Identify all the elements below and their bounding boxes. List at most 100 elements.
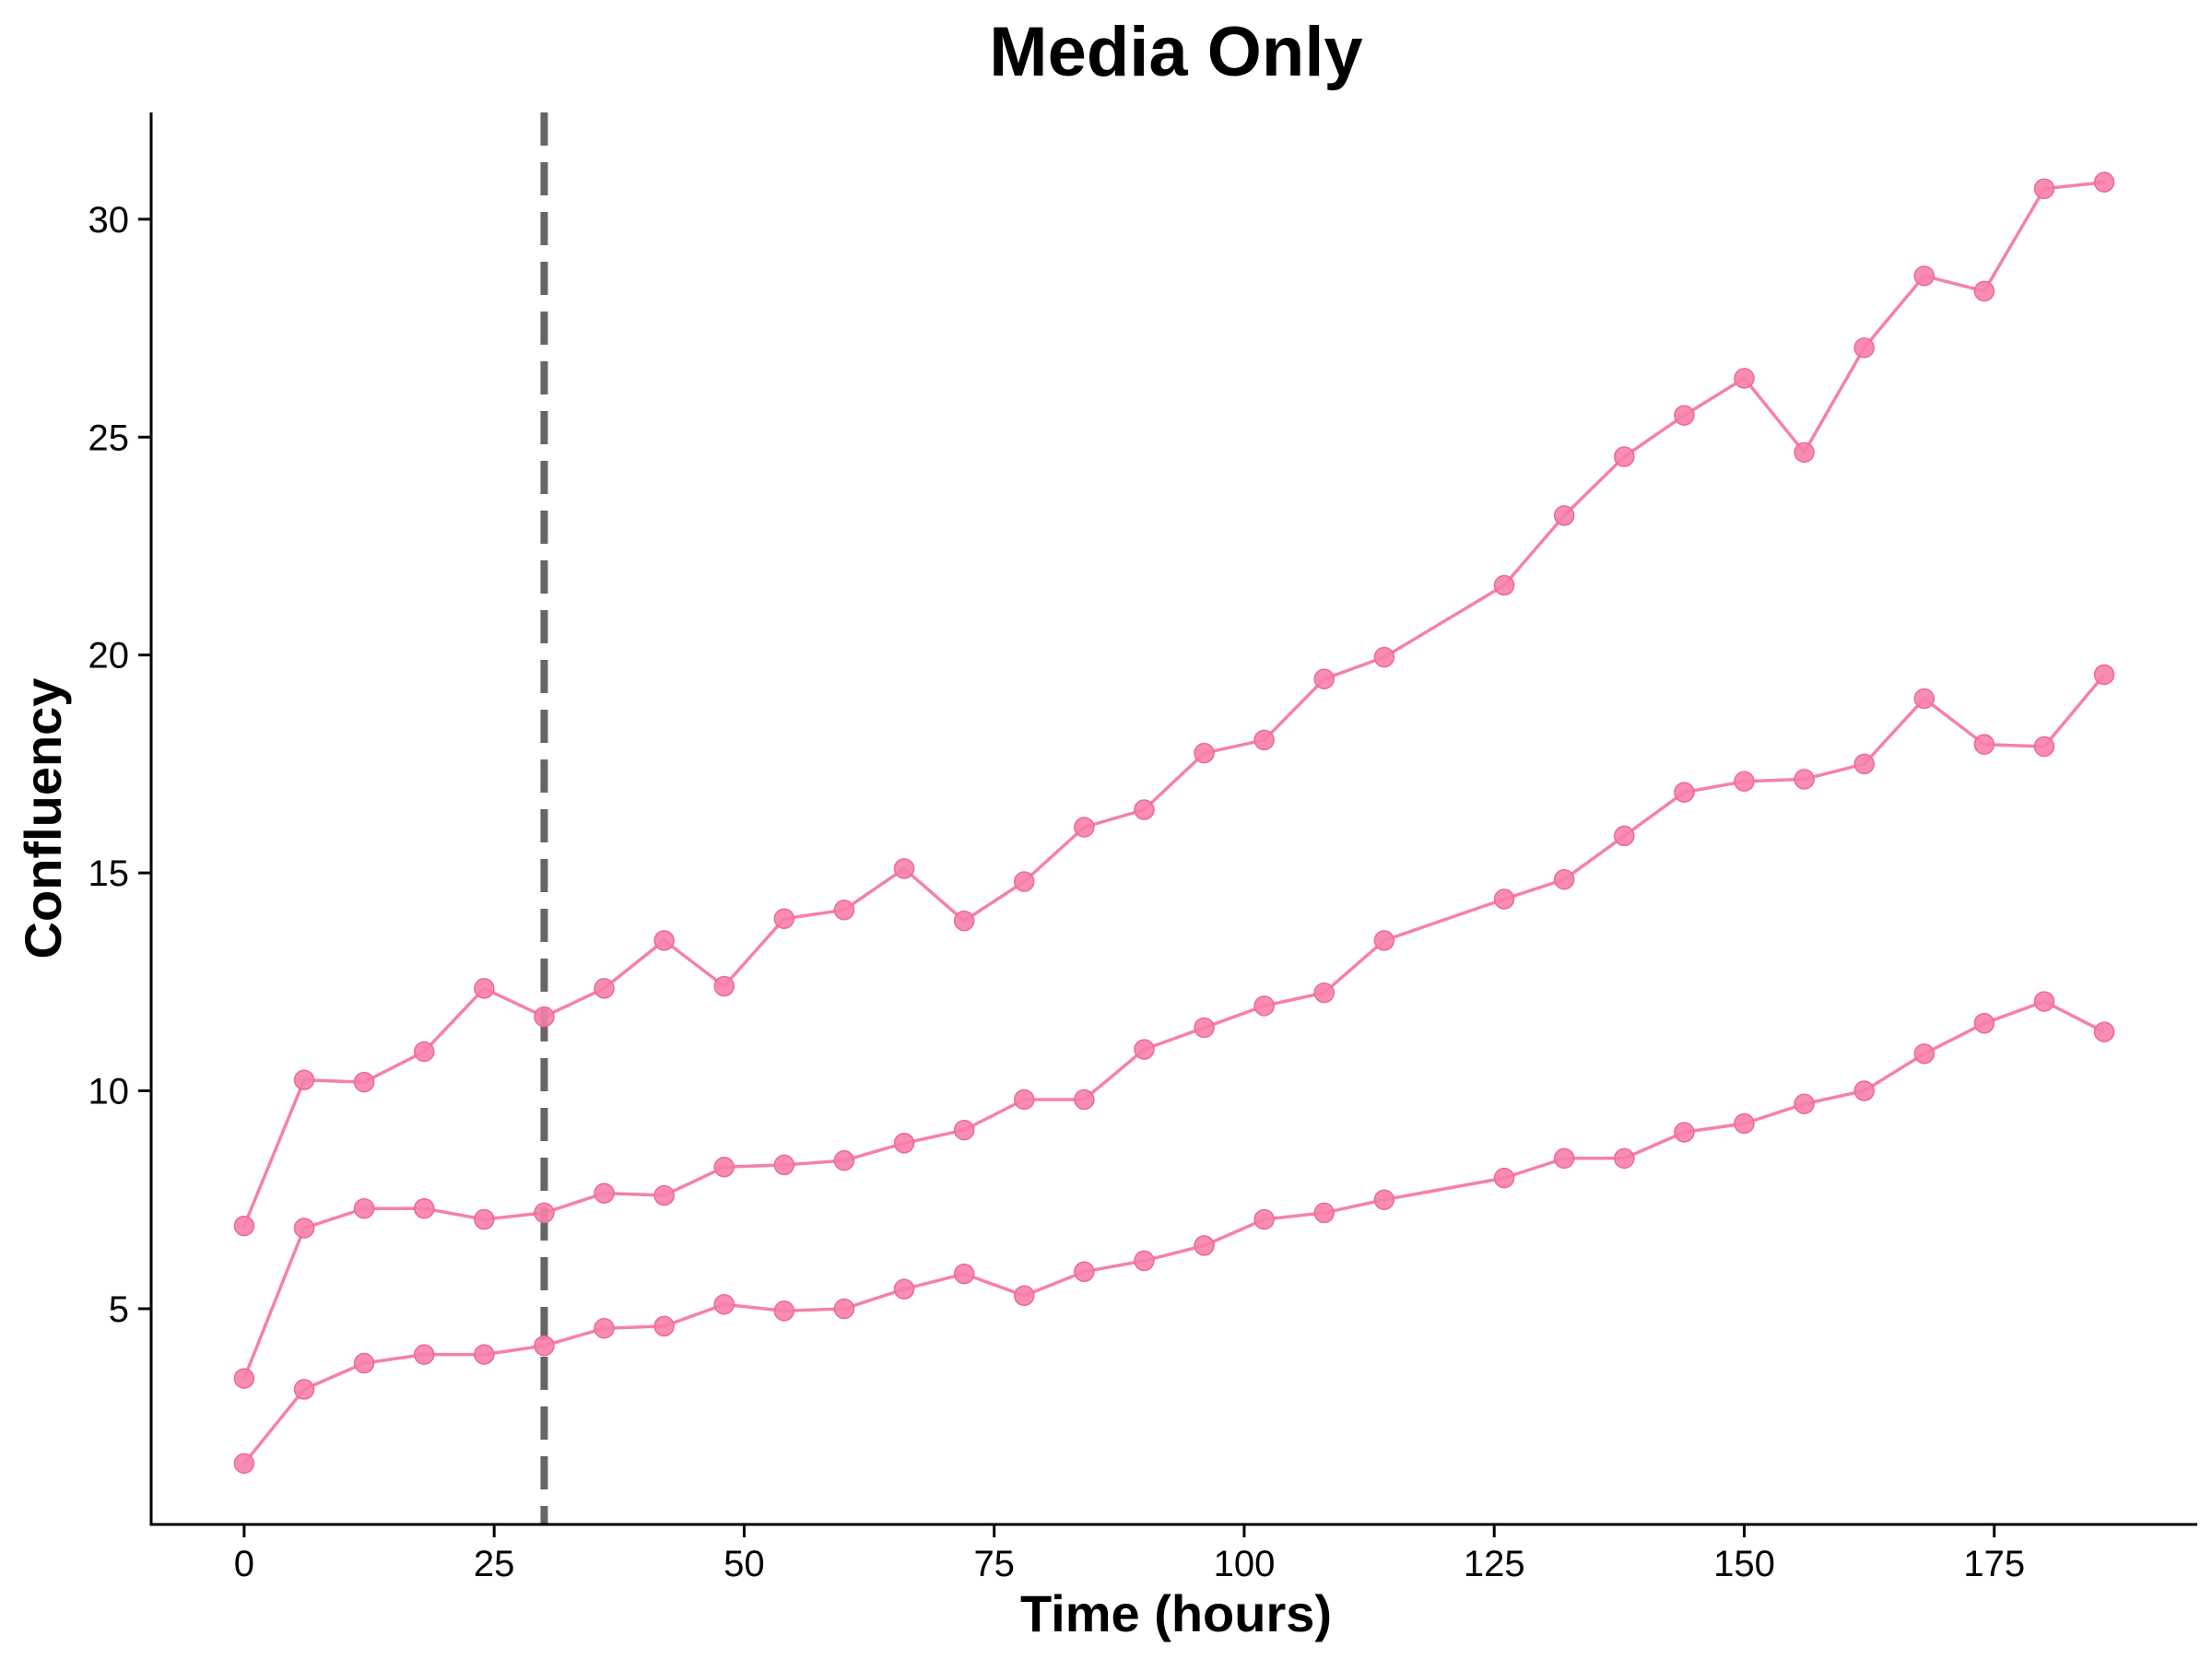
- data-point: [1134, 1039, 1155, 1060]
- x-tick-label: 175: [1963, 1544, 2025, 1584]
- x-tick-label: 125: [1464, 1544, 1525, 1584]
- data-point: [2093, 664, 2115, 686]
- data-point: [1194, 1235, 1215, 1256]
- data-point: [1373, 1189, 1395, 1210]
- data-point: [1614, 1147, 1635, 1170]
- y-tick-label: 5: [109, 1289, 129, 1330]
- data-point: [474, 978, 495, 999]
- data-point: [413, 1197, 435, 1219]
- data-point: [594, 978, 615, 999]
- y-tick-label: 30: [88, 200, 130, 241]
- data-point: [1913, 688, 1936, 710]
- data-point: [1493, 1167, 1515, 1189]
- data-point: [773, 1300, 795, 1322]
- data-point: [893, 858, 915, 879]
- data-point: [653, 1315, 675, 1337]
- x-tick-label: 25: [474, 1544, 515, 1584]
- data-point: [1853, 337, 1875, 359]
- data-point: [233, 1215, 255, 1237]
- data-point: [773, 908, 795, 930]
- y-axis-title: Confluency: [14, 678, 72, 959]
- data-point: [1013, 1088, 1035, 1111]
- data-point: [953, 910, 975, 932]
- data-point: [1973, 280, 1995, 302]
- data-point: [1734, 368, 1755, 389]
- data-point: [1853, 1080, 1875, 1101]
- data-point: [953, 1263, 975, 1285]
- x-tick-label: 50: [724, 1544, 765, 1584]
- data-point: [893, 1278, 915, 1300]
- chart-title: Media Only: [989, 13, 1362, 91]
- y-tick-label: 10: [88, 1072, 130, 1112]
- data-point: [353, 1352, 375, 1374]
- data-point: [474, 1344, 495, 1365]
- data-point: [1973, 1012, 1995, 1034]
- x-axis-title: Time (hours): [1020, 1584, 1332, 1642]
- data-point: [1734, 771, 1755, 793]
- data-point: [594, 1317, 615, 1339]
- data-point: [1674, 782, 1695, 803]
- data-point: [293, 1069, 315, 1090]
- data-point: [1674, 1122, 1695, 1143]
- data-point: [2093, 171, 2115, 193]
- data-point: [833, 1149, 855, 1171]
- series-line-3: [242, 999, 2105, 1465]
- data-point: [1913, 1043, 1936, 1065]
- data-point: [653, 930, 675, 951]
- data-point: [713, 1293, 735, 1315]
- data-point: [1134, 1250, 1155, 1272]
- data-point: [293, 1379, 315, 1400]
- data-point: [833, 900, 855, 921]
- data-point: [1194, 1017, 1215, 1039]
- data-point: [1553, 868, 1575, 890]
- data-point: [1493, 574, 1515, 596]
- data-point: [353, 1071, 375, 1093]
- data-point: [2093, 1021, 2115, 1042]
- y-tick-label: 25: [88, 418, 130, 458]
- data-point: [1373, 930, 1395, 951]
- data-point: [1553, 505, 1575, 526]
- data-point: [1074, 1261, 1095, 1283]
- data-point: [953, 1119, 975, 1141]
- data-point: [594, 1182, 615, 1204]
- data-point: [713, 1157, 735, 1178]
- data-point: [1553, 1147, 1575, 1170]
- x-tick-label: 150: [1713, 1544, 1775, 1584]
- series-line-1: [242, 180, 2105, 1227]
- data-point: [833, 1298, 855, 1320]
- data-point: [534, 1202, 555, 1224]
- data-point: [1614, 446, 1635, 467]
- data-point: [713, 975, 735, 997]
- data-point: [1794, 769, 1815, 790]
- data-point: [1373, 646, 1395, 668]
- data-point: [1493, 888, 1515, 910]
- data-point: [653, 1184, 675, 1206]
- data-point: [1614, 825, 1635, 847]
- data-point: [233, 1453, 255, 1475]
- data-point: [1074, 1088, 1095, 1111]
- data-point: [1313, 1202, 1335, 1224]
- data-point: [1013, 871, 1035, 892]
- data-point: [2033, 735, 2055, 758]
- data-point: [1973, 734, 1995, 755]
- data-point: [1794, 1093, 1815, 1114]
- data-point: [353, 1197, 375, 1219]
- data-point: [1313, 982, 1335, 1004]
- x-tick-label: 100: [1214, 1544, 1276, 1584]
- data-point: [1313, 668, 1335, 689]
- data-point: [2033, 991, 2055, 1012]
- data-point: [1734, 1112, 1755, 1135]
- data-point: [1134, 799, 1155, 820]
- data-point: [1794, 441, 1815, 464]
- data-point: [293, 1218, 315, 1239]
- y-tick-label: 20: [88, 636, 130, 677]
- plot-area: [233, 112, 2115, 1524]
- x-tick-label: 0: [234, 1544, 254, 1584]
- data-point: [1674, 405, 1695, 426]
- data-point: [1913, 265, 1936, 287]
- data-point: [534, 1335, 555, 1357]
- x-tick-label: 75: [973, 1544, 1015, 1584]
- data-point: [474, 1208, 495, 1230]
